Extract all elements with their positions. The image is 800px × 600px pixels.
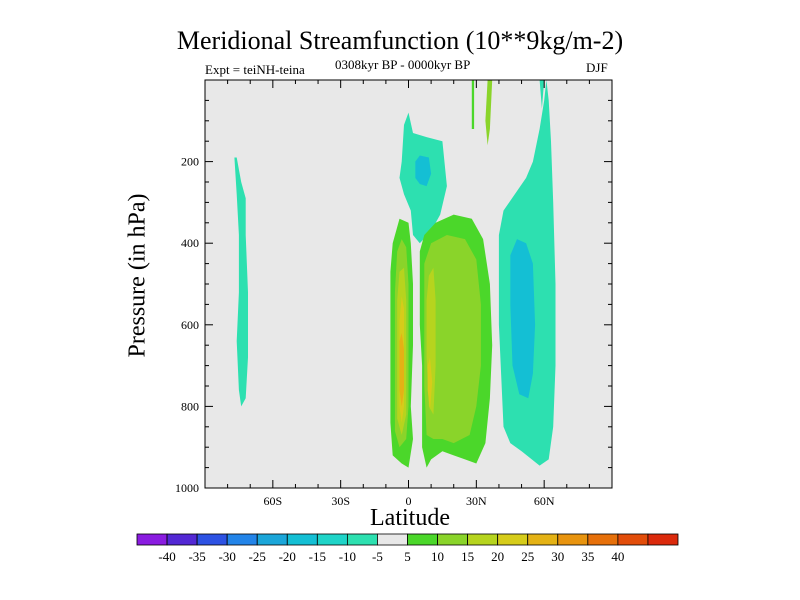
colorbar-swatch (136, 533, 168, 546)
season-label: DJF (586, 60, 608, 75)
x-tick-label: 60N (534, 494, 555, 508)
colorbar-swatch (527, 533, 559, 546)
colorbar-swatch (647, 533, 679, 546)
colorbar-swatch (407, 533, 438, 546)
colorbar-swatch (617, 533, 649, 546)
y-tick-label: 200 (181, 155, 199, 169)
y-tick-label: 800 (181, 399, 199, 413)
contour-regions (234, 80, 556, 468)
colorbar-swatch (226, 533, 258, 546)
colorbar-label: 10 (431, 549, 444, 564)
contour-right-20 (427, 357, 433, 411)
period-label: 0308kyr BP - 0000kyr BP (335, 57, 471, 72)
colorbar-label: 20 (491, 549, 504, 564)
contour-sh-band (234, 157, 248, 407)
x-tick-label: 30N (466, 494, 487, 508)
colorbar-label: -20 (279, 549, 296, 564)
contour-left-25 (399, 333, 404, 407)
colorbar-swatch (346, 533, 378, 546)
contour-top-sliver-left (471, 80, 475, 129)
colorbar-swatch (467, 533, 499, 546)
colorbar-label: 30 (551, 549, 564, 564)
contour-right-10 (424, 235, 481, 444)
y-tick-label: 1000 (175, 481, 199, 495)
colorbar-label: 15 (461, 549, 474, 564)
colorbar-swatch (437, 533, 469, 546)
colorbar-label: -10 (339, 549, 356, 564)
colorbar-label: -30 (218, 549, 235, 564)
y-tick-label: 600 (181, 318, 199, 332)
colorbar-swatch (377, 533, 408, 546)
colorbar-label: 5 (404, 549, 411, 564)
x-axis-label: Latitude (370, 505, 450, 531)
contour-top-sliver-right (539, 80, 545, 109)
colorbar-label: 25 (521, 549, 534, 564)
colorbar-label: -5 (372, 549, 383, 564)
colorbar-swatch (587, 533, 619, 546)
x-tick-label: 0 (406, 494, 412, 508)
colorbar-label: 35 (581, 549, 594, 564)
colorbar-label: -35 (188, 549, 205, 564)
contour-top-sliver-mid (485, 80, 493, 146)
colorbar-swatch (196, 533, 228, 546)
contour-nh-cell-core (510, 239, 536, 399)
chart-title: Meridional Streamfunction (10**9kg/m-2) (176, 26, 624, 55)
colorbar-swatch (286, 533, 318, 546)
colorbar-swatch (316, 533, 348, 546)
colorbar-label: -25 (249, 549, 266, 564)
experiment-label: Expt = teiNH-teina (205, 62, 305, 77)
contour-upper-core (415, 155, 432, 187)
x-tick-label: 30S (331, 494, 350, 508)
colorbar-label: -40 (158, 549, 175, 564)
y-tick-label: 400 (181, 236, 199, 250)
colorbar-swatch (166, 533, 198, 546)
colorbar-swatch (497, 533, 529, 546)
colorbar-label: -15 (309, 549, 326, 564)
colorbar: -40 -35 -30 -25 -20 -15 -10 -5 5 10 15 20 25 30 35 40 (136, 533, 679, 564)
colorbar-swatch (256, 533, 288, 546)
colorbar-label: 40 (611, 549, 624, 564)
colorbar-swatch (557, 533, 589, 546)
axis-ticks: 60S 30S 0 30N 60N 200 400 600 800 1000 (175, 80, 612, 508)
x-tick-label: 60S (263, 494, 282, 508)
y-axis-label: Pressure (in hPa) (124, 193, 151, 358)
